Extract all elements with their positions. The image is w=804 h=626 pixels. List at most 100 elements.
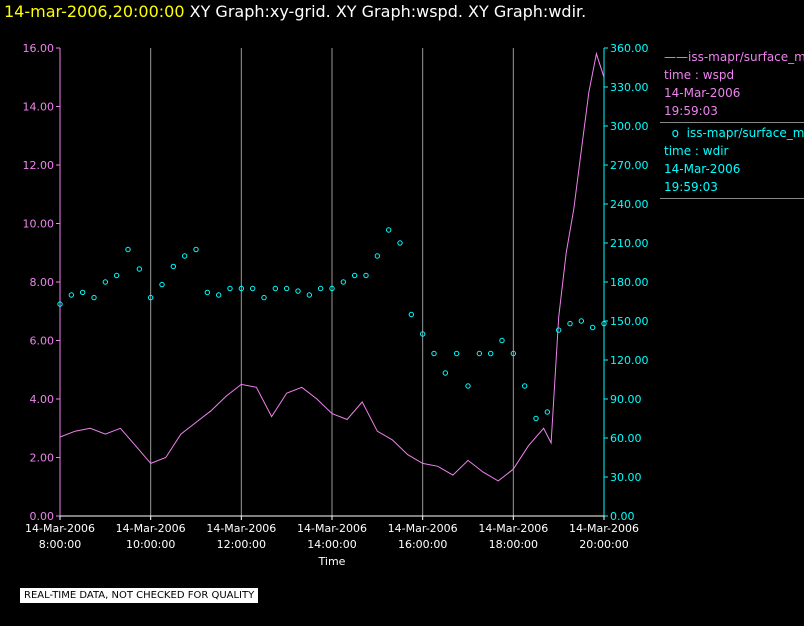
left-tick-label: 0.00	[30, 510, 55, 523]
left-tick-label: 12.00	[23, 159, 55, 172]
left-tick-label: 6.00	[30, 335, 55, 348]
series-wdir-point	[283, 285, 290, 292]
series-wdir-point	[385, 227, 392, 233]
x-tick-label-time: 16:00:00	[398, 538, 447, 551]
series-wdir-point	[510, 350, 517, 357]
series-wdir-point	[555, 327, 562, 333]
left-tick-label: 10.00	[23, 218, 55, 231]
series-wdir-point	[215, 292, 222, 298]
series-wdir-point	[499, 337, 505, 344]
series-wdir-point	[487, 350, 494, 357]
series-wdir-point	[317, 285, 324, 292]
series-wdir-point	[170, 263, 177, 270]
right-tick-label: 180.00	[610, 276, 649, 289]
x-tick-label-date: 14-Mar-2006	[388, 522, 458, 535]
right-tick-label: 90.00	[610, 393, 642, 406]
series-wdir-point	[340, 279, 347, 285]
series-wdir-point	[521, 383, 528, 389]
series-wdir-point	[408, 311, 415, 318]
series-wdir-point	[306, 292, 313, 298]
legend-date: 14-Mar-2006	[664, 86, 741, 100]
series-wdir-point	[57, 301, 63, 307]
chart-header: 14-mar-2006,20:00:00 XY Graph:xy-grid. X…	[4, 2, 586, 21]
series-wdir-point	[147, 294, 154, 301]
left-tick-label: 8.00	[30, 276, 55, 289]
series-wdir-point	[204, 289, 211, 296]
x-tick-label-date: 14-Mar-2006	[569, 522, 639, 535]
left-tick-label: 2.00	[30, 452, 55, 465]
legend-date: 14-Mar-2006	[664, 162, 741, 176]
series-wdir-point	[125, 246, 131, 253]
x-tick-label-date: 14-Mar-2006	[25, 522, 95, 535]
series-wdir-point	[397, 240, 403, 246]
x-tick-label-time: 10:00:00	[126, 538, 175, 551]
legend-time: 19:59:03	[664, 180, 718, 194]
x-tick-label-date: 14-Mar-2006	[206, 522, 276, 535]
series-wdir-point	[533, 415, 539, 422]
right-tick-label: 270.00	[610, 159, 649, 172]
series-wdir-point	[329, 285, 335, 292]
series-wdir-point	[567, 320, 573, 327]
series-wdir-point	[91, 294, 97, 301]
right-tick-label: 300.00	[610, 120, 649, 133]
legend-entry-wdir: o iss-mapr/surface_m time : wdir 14-Mar-…	[664, 124, 804, 196]
legend-label: ——iss-mapr/surface_m	[664, 50, 804, 64]
series-wdir-point	[261, 294, 267, 301]
right-tick-label: 210.00	[610, 237, 649, 250]
series-wdir-point	[453, 350, 460, 357]
series-wdir-point	[295, 288, 301, 294]
series-wdir-point	[431, 350, 437, 357]
x-tick-label-time: 12:00:00	[217, 538, 266, 551]
right-tick-label: 30.00	[610, 471, 642, 484]
series-wdir-point	[181, 253, 188, 259]
series-wdir-point	[589, 324, 596, 331]
legend-divider	[660, 122, 804, 123]
series-wdir-point	[351, 272, 358, 279]
right-tick-label: 150.00	[610, 315, 649, 328]
series-wdir-point	[465, 383, 471, 389]
series-wdir-point	[136, 266, 143, 272]
series-wdir-point	[419, 331, 426, 337]
series-wdir-point	[544, 409, 551, 415]
right-tick-label: 0.00	[610, 510, 635, 523]
left-tick-label: 14.00	[23, 101, 55, 114]
left-tick-label: 4.00	[30, 393, 55, 406]
series-wdir-point	[249, 285, 256, 292]
x-tick-label-date: 14-Mar-2006	[116, 522, 186, 535]
series-wdir-point	[227, 285, 233, 292]
x-tick-label-date: 14-Mar-2006	[478, 522, 548, 535]
right-tick-label: 60.00	[610, 432, 642, 445]
series-wdir-point	[601, 320, 607, 327]
legend-var: time : wspd	[664, 68, 735, 82]
series-wdir-point	[102, 279, 109, 285]
right-tick-label: 240.00	[610, 198, 649, 211]
series-wdir-point	[272, 285, 279, 292]
legend-var: time : wdir	[664, 144, 729, 158]
right-tick-label: 120.00	[610, 354, 649, 367]
right-tick-label: 330.00	[610, 81, 649, 94]
legend: ——iss-mapr/surface_m time : wspd 14-Mar-…	[660, 48, 804, 200]
x-tick-label-time: 8:00:00	[39, 538, 81, 551]
series-wdir-point	[113, 272, 120, 279]
legend-label: o iss-mapr/surface_m	[664, 126, 804, 140]
left-tick-label: 16.00	[23, 42, 55, 55]
series-wdir-point	[193, 246, 199, 253]
header-timestamp: 14-mar-2006,20:00:00	[4, 2, 185, 21]
right-tick-label: 360.00	[610, 42, 649, 55]
header-titles: XY Graph:xy-grid. XY Graph:wspd. XY Grap…	[189, 2, 587, 21]
series-wdir-point	[79, 289, 86, 296]
series-wdir-point	[578, 318, 585, 324]
x-tick-label-time: 18:00:00	[489, 538, 538, 551]
series-wdir-point	[374, 253, 381, 259]
series-wdir-point	[442, 370, 449, 376]
legend-time: 19:59:03	[664, 104, 718, 118]
series-wspd-line	[59, 51, 605, 482]
x-axis-label: Time	[318, 555, 346, 568]
series-wdir-point	[159, 281, 165, 288]
series-wdir-point	[68, 292, 75, 298]
legend-entry-wspd: ——iss-mapr/surface_m time : wspd 14-Mar-…	[664, 48, 804, 120]
series-wdir-point	[476, 350, 483, 357]
x-tick-label-time: 14:00:00	[307, 538, 356, 551]
series-wdir-point	[363, 272, 369, 279]
